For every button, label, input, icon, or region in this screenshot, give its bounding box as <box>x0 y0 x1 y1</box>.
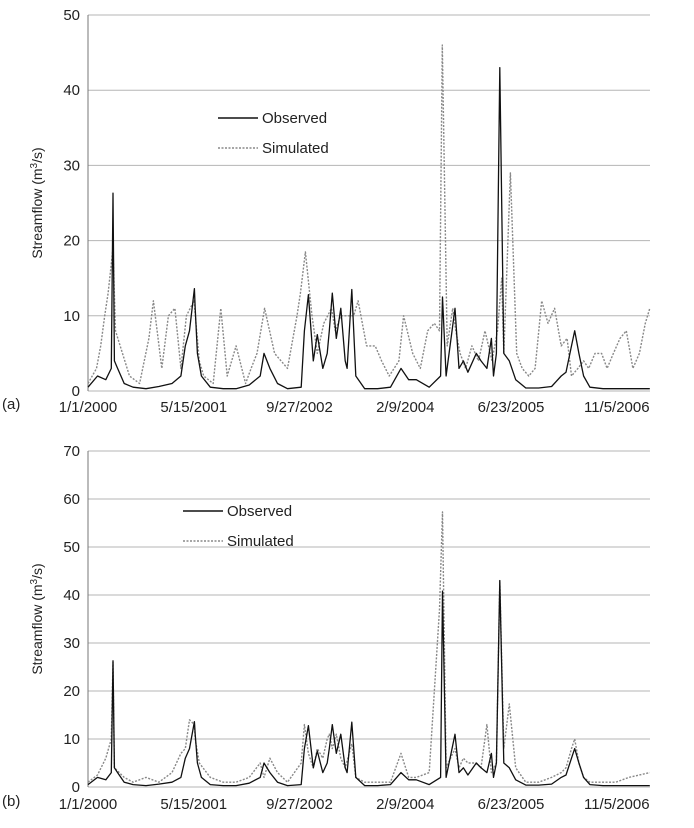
y-tick-label: 10 <box>63 731 80 748</box>
y-tick-label: 10 <box>63 308 80 325</box>
y-axis-label-part: /s) <box>29 147 45 163</box>
x-tick-label: 9/27/2002 <box>266 796 333 813</box>
chart-panel-1: 0 10 20 30 40 50 Streamflow (m3/s) 1/1/2000 5/15… <box>2 7 651 416</box>
y-tick-label: 40 <box>63 82 80 99</box>
legend-label-observed: Observed <box>262 110 327 127</box>
y-axis-label-part: Streamflow (m <box>29 168 45 258</box>
series-line-simulated <box>87 44 651 385</box>
y-axis-label: Streamflow (m3/s) <box>29 563 45 674</box>
y-tick-label: 50 <box>63 539 80 556</box>
x-tick-label: 5/15/2001 <box>160 796 227 813</box>
y-tick-label: 20 <box>63 233 80 250</box>
series-line-observed <box>87 579 650 787</box>
legend-label-simulated: Simulated <box>262 140 329 157</box>
y-axis-label-superscript: 3 <box>29 162 40 168</box>
y-tick-label: 50 <box>63 7 80 24</box>
x-tick-label: 9/27/2002 <box>266 399 333 416</box>
x-tick-label: 2/9/2004 <box>376 796 434 813</box>
legend-label-observed: Observed <box>227 503 292 520</box>
y-tick-label: 30 <box>63 635 80 652</box>
series-line-observed <box>87 66 650 390</box>
panel-label: (b) <box>2 793 20 810</box>
y-axis-label-part: /s) <box>29 563 45 579</box>
x-tick-label: 1/1/2000 <box>59 796 117 813</box>
y-axis-label-superscript: 3 <box>29 578 40 584</box>
panel-label: (a) <box>2 396 20 413</box>
legend-label-simulated: Simulated <box>227 533 294 550</box>
chart-panel-2: 0 10 20 30 40 50 60 70 Streamflow (m3/s) 1/1/2000… <box>2 443 650 813</box>
x-tick-label: 6/23/2005 <box>478 796 545 813</box>
x-tick-label: 5/15/2001 <box>160 399 227 416</box>
series-line-simulated <box>87 511 650 783</box>
y-axis-label: Streamflow (m3/s) <box>29 147 45 258</box>
y-tick-label: 60 <box>63 491 80 508</box>
x-tick-label: 2/9/2004 <box>376 399 434 416</box>
legend: Observed Simulated <box>183 503 294 550</box>
y-tick-label: 0 <box>72 779 80 796</box>
y-axis-label-part: Streamflow (m <box>29 584 45 674</box>
legend: Observed Simulated <box>218 110 329 157</box>
x-tick-label: 6/23/2005 <box>478 399 545 416</box>
y-tick-label: 30 <box>63 157 80 174</box>
x-tick-label: 11/5/2006 <box>584 796 650 813</box>
y-tick-label: 40 <box>63 587 80 604</box>
x-tick-label: 1/1/2000 <box>59 399 117 416</box>
x-tick-label: 11/5/2006 <box>584 399 650 416</box>
y-tick-label: 0 <box>72 383 80 400</box>
y-tick-label: 20 <box>63 683 80 700</box>
y-tick-label: 70 <box>63 443 80 460</box>
